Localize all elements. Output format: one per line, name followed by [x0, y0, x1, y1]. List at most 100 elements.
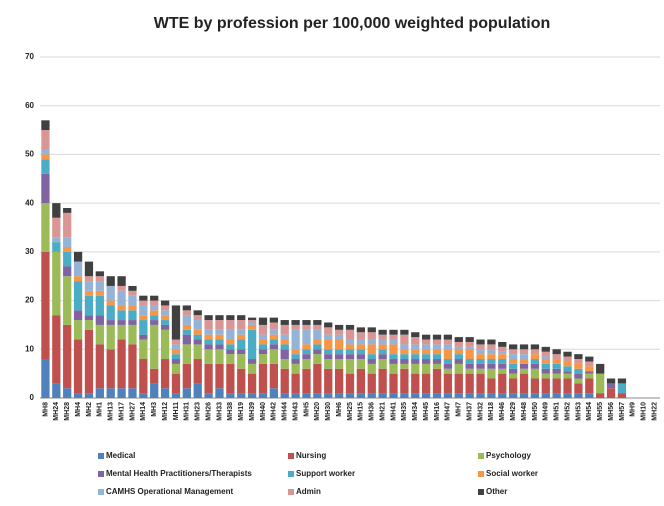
x-tick-label: MH53 [575, 402, 582, 421]
bar-segment [552, 359, 561, 364]
bar-segment [182, 388, 191, 398]
bar-segment [302, 324, 311, 330]
bar-segment [432, 368, 442, 394]
bar-segment [95, 324, 104, 345]
bar-segment [509, 363, 518, 369]
bar-segment [160, 320, 170, 325]
bar-segment [52, 217, 61, 238]
bar-segment [95, 281, 104, 291]
bar-segment [334, 324, 344, 330]
bar-segment [345, 324, 355, 330]
bar-segment [509, 368, 518, 374]
bar-segment [596, 393, 605, 398]
bar-segment [117, 388, 126, 398]
bar-segment [443, 349, 453, 360]
bar-segment [84, 261, 94, 277]
legend-label: Nursing [296, 451, 326, 460]
bar-segment [95, 276, 104, 282]
bar-segment [345, 359, 355, 374]
bar-segment [302, 393, 311, 398]
bar-segment [389, 393, 398, 398]
bar-segment [422, 344, 431, 350]
x-tick-label: MH42 [271, 402, 278, 421]
bar-segment [258, 339, 268, 345]
bar-segment [422, 334, 431, 340]
x-tick-label: MH44 [282, 402, 289, 421]
x-tick-label: MH32 [477, 402, 484, 421]
y-tick-label: 70 [25, 52, 34, 61]
x-tick-label: MH47 [445, 402, 452, 421]
bar-segment [247, 322, 257, 325]
bar-segment [574, 363, 583, 369]
bar-segment [400, 363, 409, 369]
bar-segment [585, 378, 594, 394]
x-tick-label: MH49 [543, 402, 550, 421]
bar-segment [73, 281, 83, 311]
bar-segment [563, 356, 572, 362]
bar-segment [171, 344, 181, 350]
bar-segment [171, 359, 181, 364]
bar-segment [95, 271, 104, 277]
bar-segment [574, 393, 583, 398]
legend-swatch [288, 471, 294, 477]
bar-segment [411, 359, 420, 364]
bar-segment [498, 351, 507, 355]
bar-segment [367, 359, 376, 364]
bar-segment [356, 339, 366, 345]
bar-segment [389, 329, 398, 335]
bar-segment [617, 393, 627, 398]
bar-segment [530, 368, 540, 379]
bar-segment [63, 276, 72, 325]
bar-segment [280, 344, 289, 350]
legend-label: Social worker [486, 469, 538, 478]
bar-segment [356, 327, 366, 333]
legend-swatch [478, 471, 484, 477]
x-tick-label: MH41 [390, 402, 397, 421]
bar-segment [160, 388, 170, 398]
bar-segment [422, 393, 431, 398]
bar-segment [334, 354, 344, 360]
bar-segment [367, 339, 376, 345]
bar-segment [269, 322, 278, 330]
bar-segment [574, 354, 583, 360]
bar-segment [204, 315, 213, 321]
bar-segment [139, 393, 148, 398]
bar-segment [280, 349, 289, 360]
bar-segment [160, 300, 170, 306]
bar-segment [160, 324, 170, 330]
bar-segment [541, 359, 550, 364]
bar-segment [367, 332, 376, 340]
bar-segment [182, 334, 191, 345]
legend-label: CAMHS Operational Management [106, 487, 233, 496]
bar-segment [324, 349, 333, 355]
bar-segment [541, 378, 550, 394]
bar-segment [519, 344, 529, 350]
bar-segment [52, 315, 61, 384]
bar-segment [204, 344, 213, 350]
bar-segment [432, 359, 442, 364]
bar-segment [41, 173, 50, 204]
bar-segment [139, 295, 148, 301]
bar-segment [291, 393, 300, 398]
bar-segment [247, 393, 257, 398]
bar-segment [95, 315, 104, 325]
bar-segment [269, 349, 278, 364]
bar-segment [334, 359, 344, 369]
bar-segment [411, 344, 420, 350]
legend-label: Support worker [296, 469, 355, 478]
bar-segment [204, 329, 213, 335]
bar-segment [215, 329, 224, 335]
bar-segment [139, 315, 148, 321]
bar-segment [454, 373, 463, 394]
bar-segment [73, 261, 83, 277]
x-tick-label: MH8 [42, 402, 49, 417]
x-tick-label: MH19 [238, 402, 245, 421]
bar-segment [247, 329, 257, 360]
bar-segment [313, 329, 322, 340]
bar-segment [389, 334, 398, 340]
bar-segment [193, 320, 202, 330]
bar-segment [193, 359, 202, 384]
bar-segment [160, 315, 170, 321]
x-tick-label: MH26 [205, 402, 212, 421]
bar-segment [519, 354, 529, 360]
